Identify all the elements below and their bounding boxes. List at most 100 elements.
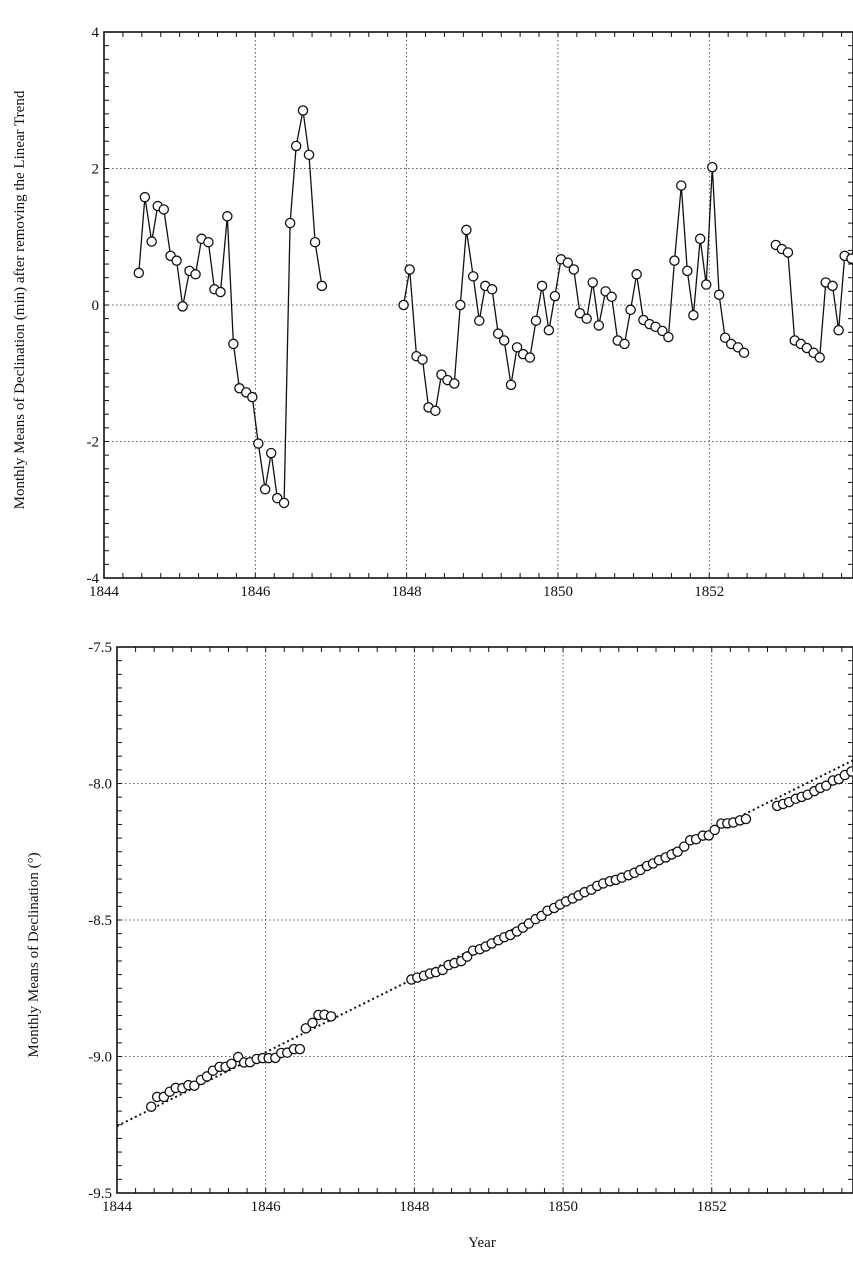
declination-point (672, 846, 683, 858)
residual-point (846, 253, 853, 264)
residual-point (694, 233, 706, 245)
residual-point (782, 247, 794, 258)
residual-series-line (775, 244, 852, 359)
bottom-y-tick-label: -8.5 (88, 913, 112, 929)
residual-point (190, 269, 201, 280)
residual-point (139, 191, 151, 203)
top-x-tick-label: 1850 (543, 584, 573, 600)
bottom-x-tick-label: 1850 (548, 1199, 578, 1215)
bottom-chart-y-axis-title: Monthly Means of Declination (°) (26, 852, 42, 1057)
residual-point (228, 338, 239, 350)
declination-point (325, 1011, 337, 1022)
residual-point (449, 378, 460, 389)
residual-point (593, 320, 605, 331)
residual-point (404, 264, 415, 275)
residual-point (222, 211, 233, 222)
residual-point (158, 204, 170, 215)
residual-point (688, 309, 699, 321)
top-y-tick-label: 4 (92, 25, 100, 41)
residual-point (631, 269, 642, 280)
top-chart-y-axis-title: Monthly Means of Declination (min) after… (12, 90, 28, 509)
top-y-tick-label: -2 (87, 435, 100, 451)
bottom-y-tick-label: -9.0 (88, 1050, 112, 1066)
residual-point (461, 224, 472, 236)
residual-point (284, 217, 296, 229)
residual-point (625, 304, 636, 316)
residual-point (203, 236, 214, 248)
residual-point (215, 286, 226, 298)
residual-point (511, 342, 523, 353)
declination-point (294, 1043, 306, 1055)
residual-point (669, 255, 680, 266)
residual-point (247, 391, 258, 403)
residual-point (303, 149, 315, 161)
residual-point (562, 257, 574, 268)
residual-point (657, 325, 668, 337)
residual-point (713, 289, 725, 301)
residual-point (682, 265, 693, 277)
top-chart: 1844 1846 1848 1850 1852 -4 -2 0 2 4 (87, 25, 853, 600)
residual-point (290, 140, 302, 152)
top-y-tick-label: 0 (92, 298, 100, 314)
residual-point (309, 236, 321, 248)
residual-point (265, 447, 277, 459)
residual-point (417, 354, 428, 365)
declination-point (678, 841, 690, 852)
residual-point (827, 280, 838, 292)
bottom-y-tick-label: -9.5 (88, 1186, 112, 1202)
residual-point (738, 347, 750, 359)
bottom-y-tick-label: -8.0 (88, 777, 112, 793)
residual-point (676, 180, 687, 191)
residual-point (700, 279, 712, 290)
residual-point (278, 497, 290, 509)
declination-point (300, 1023, 312, 1034)
top-x-tick-label: 1844 (89, 584, 120, 600)
residual-point (474, 315, 485, 326)
residual-point (587, 277, 598, 288)
top-y-tick-label: 2 (92, 162, 100, 178)
top-plot-frame (103, 31, 853, 579)
residual-point (398, 299, 409, 311)
residual-point (814, 352, 825, 363)
residual-point (486, 284, 498, 295)
residual-point (505, 379, 517, 391)
residual-point (543, 325, 555, 336)
residual-point (177, 301, 188, 312)
bottom-plot-frame (116, 646, 853, 1194)
declination-point (189, 1080, 200, 1091)
declination-point (846, 766, 853, 777)
residual-point (455, 299, 466, 311)
residual-point (492, 328, 504, 339)
top-x-tick-label: 1848 (392, 584, 422, 600)
residual-point (568, 264, 580, 275)
residual-point (536, 280, 548, 292)
bottom-x-tick-label: 1852 (697, 1199, 727, 1215)
residual-point (549, 290, 561, 302)
declination-point (226, 1058, 237, 1070)
residual-point (297, 105, 309, 116)
residual-series-line (138, 110, 323, 505)
residual-point (581, 313, 592, 324)
declination-point (307, 1017, 318, 1029)
residual-point (430, 405, 441, 417)
residual-point (253, 438, 264, 449)
bottom-x-tick-label: 1848 (399, 1199, 429, 1215)
residual-point (498, 335, 510, 346)
top-x-tick-label: 1852 (694, 584, 724, 600)
bottom-x-tick-label: 1844 (102, 1199, 133, 1215)
residual-point (663, 331, 674, 343)
residual-point (833, 325, 844, 336)
residual-point (171, 255, 182, 266)
residual-point (606, 291, 617, 303)
declination-point (820, 780, 832, 791)
bottom-chart-x-axis-title: Year (468, 1235, 496, 1251)
residual-point (707, 161, 718, 173)
residual-series-line (402, 167, 745, 412)
residual-point (619, 338, 630, 350)
declination-point (740, 813, 752, 825)
bottom-y-tick-label: -7.5 (88, 640, 112, 656)
bottom-x-tick-label: 1846 (251, 1199, 282, 1215)
declination-point (709, 824, 720, 836)
residual-point (316, 280, 328, 292)
